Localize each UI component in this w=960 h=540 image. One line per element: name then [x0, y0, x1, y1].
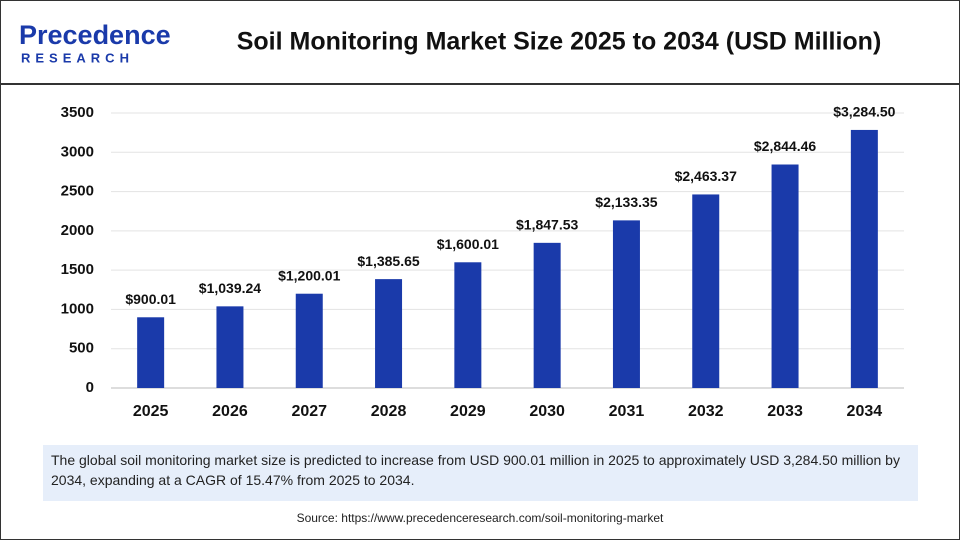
y-tick-label: 0 [86, 379, 94, 396]
x-tick-label: 2033 [767, 403, 803, 420]
source: Source: https://www.precedenceresearch.c… [296, 511, 664, 525]
bar [612, 220, 640, 388]
bar [771, 164, 799, 388]
x-tick-label: 2032 [688, 403, 724, 420]
chart-title: Soil Monitoring Market Size 2025 to 2034… [237, 28, 882, 56]
bar [850, 129, 878, 389]
logo-tagline: RESEARCH [21, 50, 134, 65]
y-tick-label: 1500 [61, 261, 94, 278]
x-tick-label: 2029 [450, 403, 486, 420]
x-tick-label: 2025 [133, 403, 169, 420]
value-label: $1,600.01 [437, 236, 499, 252]
y-tick-label: 3500 [61, 104, 94, 121]
bar [692, 194, 720, 388]
value-label: $2,133.35 [595, 194, 657, 210]
y-tick-label: 2000 [61, 222, 94, 239]
x-tick-label: 2030 [529, 403, 565, 420]
y-tick-label: 1000 [61, 300, 94, 317]
x-tick-label: 2027 [291, 403, 327, 420]
bar [216, 306, 244, 388]
x-tick-label: 2031 [609, 403, 645, 420]
logo-name: Precedence [19, 20, 171, 50]
x-tick-label: 2034 [847, 403, 883, 420]
bar [454, 262, 482, 388]
bar [137, 317, 165, 388]
chart: Precedence RESEARCH Soil Monitoring Mark… [1, 20, 959, 420]
y-tick-label: 2500 [61, 183, 94, 200]
value-label: $3,284.50 [833, 104, 895, 120]
value-label: $2,844.46 [754, 138, 816, 154]
value-label: $1,847.53 [516, 217, 578, 233]
value-label: $1,385.65 [357, 253, 419, 269]
x-tick-label: 2028 [371, 403, 407, 420]
value-label: $1,200.01 [278, 267, 340, 283]
description: The global soil monitoring market size i… [43, 445, 918, 501]
x-tick-label: 2026 [212, 403, 248, 420]
bar [295, 293, 323, 388]
bar [533, 242, 561, 388]
value-label: $1,039.24 [199, 280, 261, 296]
y-tick-label: 500 [69, 340, 94, 357]
y-tick-label: 3000 [61, 143, 94, 160]
value-label: $900.01 [125, 291, 176, 307]
bar [375, 279, 403, 388]
value-label: $2,463.37 [675, 168, 737, 184]
